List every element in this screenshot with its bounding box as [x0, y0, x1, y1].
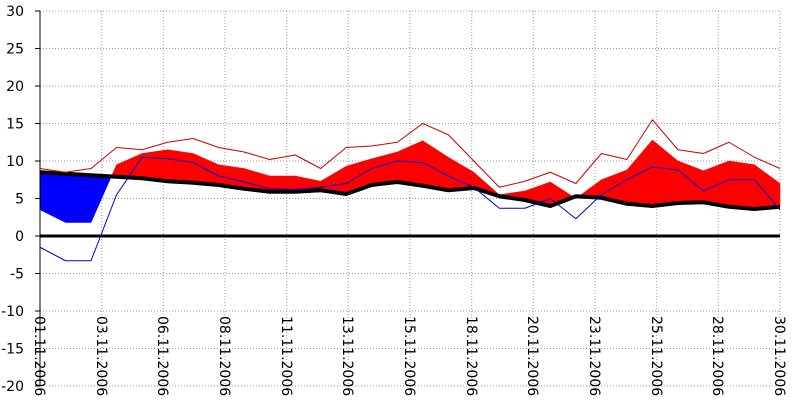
fill-region — [39, 171, 66, 223]
fill-region — [754, 164, 781, 210]
x-tick-label: 15.11.2006 — [401, 316, 417, 396]
line-series — [39, 170, 781, 211]
x-tick-label: 01.11.2006 — [31, 316, 47, 396]
x-tick-label: 23.11.2006 — [586, 316, 602, 396]
y-tick-label: 5 — [15, 192, 24, 208]
y-tick-label: 25 — [6, 42, 24, 58]
y-tick-label: -5 — [10, 267, 24, 283]
fill-region — [703, 160, 730, 208]
line-series — [39, 119, 781, 188]
fill-region — [677, 160, 704, 204]
x-tick-label: 13.11.2006 — [339, 316, 355, 396]
y-tick-label: 30 — [6, 4, 24, 20]
y-tick-label: 10 — [6, 154, 24, 170]
x-tick-label: 25.11.2006 — [648, 316, 664, 396]
x-tick-label: 08.11.2006 — [216, 316, 232, 396]
fill-region — [141, 149, 168, 182]
line-series — [39, 156, 781, 262]
fill-region — [65, 173, 92, 223]
x-tick-label: 28.11.2006 — [709, 316, 725, 396]
x-tick-label: 18.11.2006 — [463, 316, 479, 396]
x-tick-label: 06.11.2006 — [154, 316, 170, 396]
x-tick-label: 03.11.2006 — [93, 316, 109, 396]
fill-region — [371, 151, 398, 186]
fill-region — [422, 140, 449, 191]
fill-region — [652, 139, 679, 207]
x-tick-label: 30.11.2006 — [771, 316, 787, 396]
y-tick-label: 0 — [15, 229, 24, 245]
fill-region — [396, 140, 424, 187]
y-tick-label: 20 — [6, 79, 24, 95]
y-tick-label: -20 — [1, 379, 24, 395]
y-tick-label: -15 — [1, 342, 24, 358]
y-tick-label: 15 — [6, 117, 24, 133]
y-tick-label: -10 — [1, 304, 24, 320]
fill-region — [116, 153, 143, 179]
fill-region — [167, 149, 194, 184]
x-tick-label: 11.11.2006 — [278, 316, 294, 396]
fill-region — [728, 160, 755, 210]
x-tick-label: 20.11.2006 — [524, 316, 540, 396]
